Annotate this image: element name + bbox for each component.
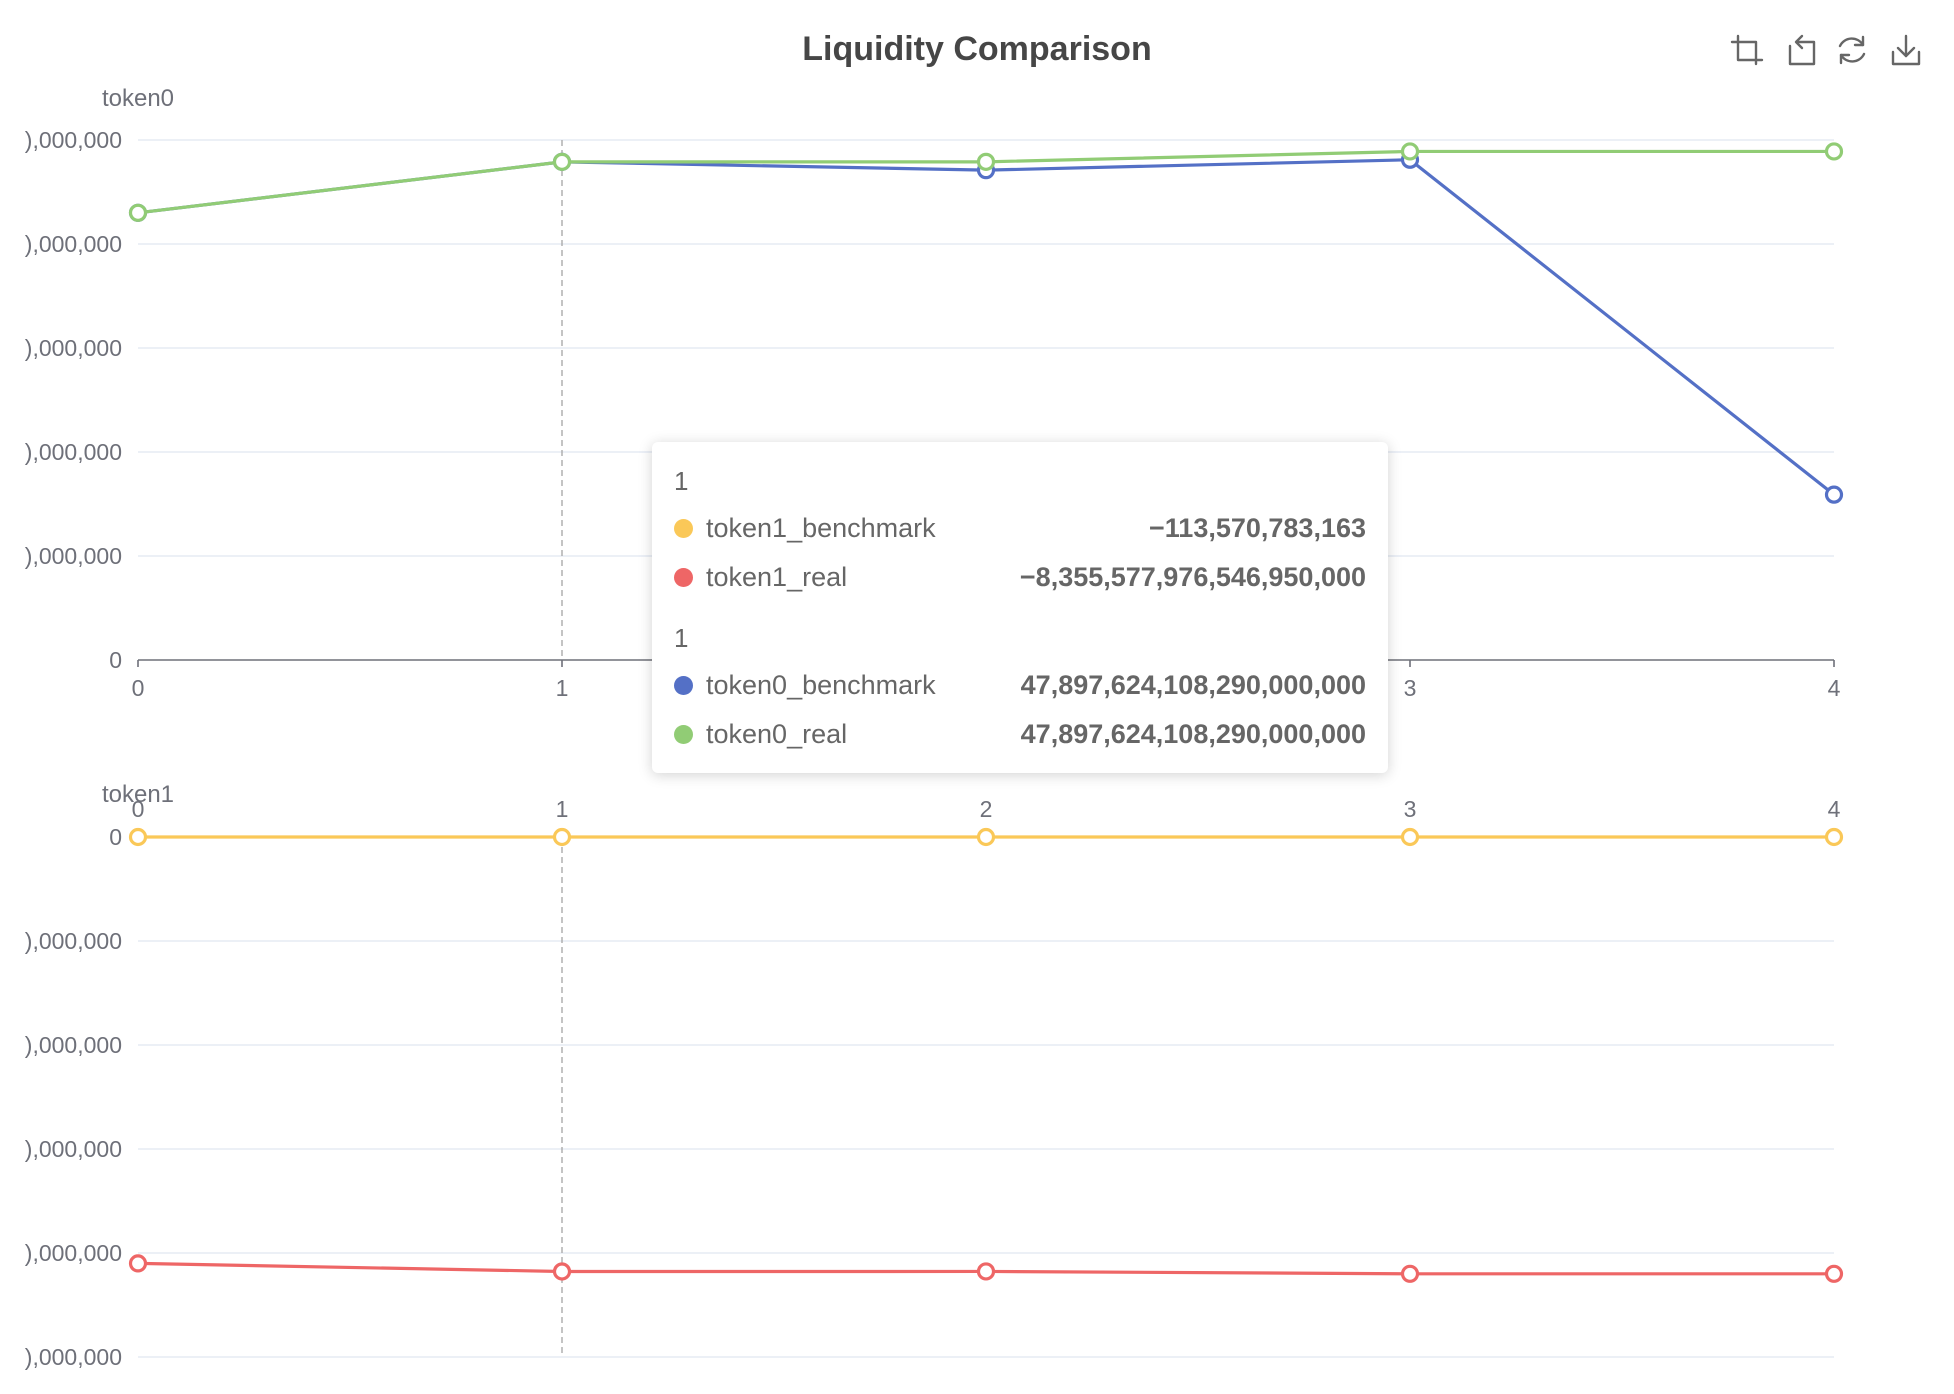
x-tick-label: 4 [1828, 675, 1841, 701]
x-tick-label: 1 [556, 675, 569, 701]
series-value: −8,355,577,976,546,950,000 [1019, 562, 1366, 592]
tooltip-row-token1-benchmark: token1_benchmark −113,570,783,163 [674, 510, 1366, 546]
data-point-token1_benchmark[interactable] [552, 827, 572, 847]
data-point-token1_real[interactable] [1400, 1264, 1420, 1283]
tooltip-group-token1: 1 token1_benchmark −113,570,783,163 toke… [674, 464, 1366, 595]
data-point-token0_real[interactable] [552, 152, 572, 171]
chart-panel-token1: 0 ),000,000 ),000,000 ),000,000 ),000,000 ),0… [25, 781, 1844, 1370]
y-tick-label: ),000,000 [25, 335, 122, 361]
y-tick-label: ),000,000 [25, 928, 122, 954]
y-tick-label: ),000,000 [25, 1032, 122, 1058]
x-tick-label: 0 [132, 796, 145, 822]
y-tick-label: ),000,000 [25, 1136, 122, 1162]
y-tick-label: ),000,000 [25, 127, 122, 153]
tooltip-row-token1-real: token1_real −8,355,577,976,546,950,000 [674, 559, 1366, 595]
y-tick-label: 0 [109, 647, 122, 673]
tooltip-row-token0-real: token0_real 47,897,624,108,290,000,000 [674, 716, 1366, 752]
tooltip: 1 token1_benchmark −113,570,783,163 toke… [652, 442, 1388, 773]
y-tick-label: ),000,000 [25, 1240, 122, 1266]
y-axis-name: token0 [102, 85, 174, 112]
legend-dot-icon [674, 675, 693, 695]
data-point-token1_benchmark[interactable] [1400, 827, 1420, 847]
zoom-icon[interactable] [1730, 34, 1764, 66]
tooltip-header: 1 [674, 466, 689, 496]
data-point-token0_real[interactable] [976, 152, 996, 171]
restore-icon[interactable] [1836, 34, 1868, 66]
data-point-token1_benchmark[interactable] [976, 827, 996, 847]
x-tick-label: 3 [1404, 796, 1417, 822]
series-value: 47,897,624,108,290,000,000 [1020, 670, 1366, 700]
y-tick-label: ),000,000 [25, 1344, 122, 1370]
series-name: token0_benchmark [706, 670, 936, 700]
data-point-token0_real[interactable] [1824, 142, 1844, 161]
legend-dot-icon [674, 567, 693, 587]
series-name: token0_real [706, 719, 848, 749]
y-tick-label: ),000,000 [25, 439, 122, 465]
tooltip-header: 1 [674, 623, 689, 653]
chart-panel-token0: 0 ),000,000 ),000,000 ),000,000 ),000,000 ),0… [25, 85, 1844, 701]
y-axis-name: token1 [102, 781, 174, 808]
x-tick-label: 0 [132, 675, 145, 701]
data-point-token0_benchmark[interactable] [1824, 485, 1844, 504]
tooltip-row-token0-benchmark: token0_benchmark 47,897,624,108,290,000,… [674, 667, 1366, 703]
x-tick-label: 4 [1828, 796, 1841, 822]
series-value: −113,570,783,163 [1149, 513, 1366, 543]
data-point-token0_real[interactable] [128, 203, 148, 222]
zoom-reset-icon[interactable] [1786, 34, 1816, 66]
data-point-token1_real[interactable] [128, 1254, 148, 1273]
data-point-token1_real[interactable] [552, 1262, 572, 1281]
series-name: token1_benchmark [706, 513, 936, 543]
x-tick-label: 2 [980, 796, 993, 822]
y-tick-label: ),000,000 [25, 231, 122, 257]
y-tick-label: ),000,000 [25, 543, 122, 569]
data-point-token1_benchmark[interactable] [1824, 827, 1844, 847]
data-point-token1_real[interactable] [976, 1262, 996, 1281]
data-point-token1_real[interactable] [1824, 1264, 1844, 1283]
save-image-icon[interactable] [1890, 34, 1922, 66]
data-point-token1_benchmark[interactable] [128, 827, 148, 847]
legend-dot-icon [674, 518, 693, 538]
data-point-token0_real[interactable] [1400, 142, 1420, 161]
series-name: token1_real [706, 562, 848, 592]
x-tick-label: 1 [556, 796, 569, 822]
y-tick-label: 0 [109, 824, 122, 850]
series-value: 47,897,624,108,290,000,000 [1020, 719, 1366, 749]
x-tick-label: 3 [1404, 675, 1417, 701]
chart-title: Liquidity Comparison [802, 30, 1151, 68]
legend-dot-icon [674, 724, 693, 744]
tooltip-group-token0: 1 token0_benchmark 47,897,624,108,290,00… [674, 621, 1366, 752]
